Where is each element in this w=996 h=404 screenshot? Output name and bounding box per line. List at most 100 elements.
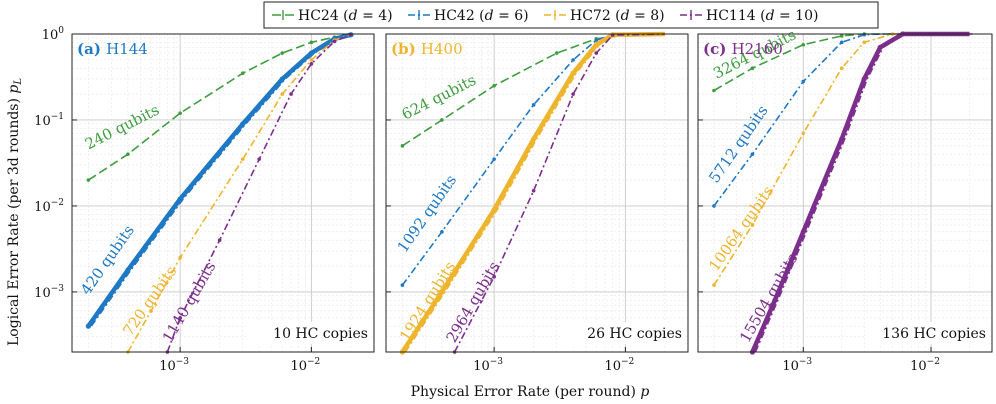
data-point <box>439 289 445 295</box>
data-point <box>492 157 496 161</box>
series-line <box>87 34 352 181</box>
x-tick-label: 10−3 <box>473 357 503 374</box>
data-point <box>862 40 867 45</box>
legend: HC24 (d = 4) HC42 (d = 6) HC72 (d = 8) HC11… <box>263 1 879 29</box>
series-line <box>86 32 352 328</box>
data-point <box>839 66 844 71</box>
data-point <box>279 76 285 82</box>
legend-entry-hc72: HC72 (d = 8) <box>544 8 665 24</box>
series-line <box>713 33 970 92</box>
data-point <box>332 39 337 44</box>
data-point <box>571 92 575 96</box>
data-point <box>400 283 405 287</box>
plot-frame <box>71 33 375 353</box>
legend-label: HC42 (d = 6) <box>434 8 529 24</box>
copies-box <box>866 322 990 344</box>
legend-box <box>263 1 879 29</box>
legend-entry-hc42: HC42 (d = 6) <box>408 8 529 24</box>
data-point <box>531 189 536 193</box>
x-tick-label: 10−3 <box>159 357 189 374</box>
data-point <box>877 44 883 50</box>
x-tick-label: 10−2 <box>910 357 940 374</box>
data-point <box>750 223 755 227</box>
data-point <box>178 315 182 320</box>
copies-box <box>562 322 686 344</box>
data-point <box>440 230 444 234</box>
y-tick-label: 10−1 <box>34 112 64 129</box>
data-point <box>839 34 844 38</box>
legend-entry-hc24: HC24 (d = 4) <box>272 8 393 24</box>
data-point <box>349 32 353 37</box>
data-point <box>308 50 314 56</box>
data-point <box>594 51 599 55</box>
data-point <box>712 283 716 287</box>
panel-title: (c) H2160 <box>703 40 783 58</box>
data-point <box>289 92 293 96</box>
data-point <box>750 66 755 71</box>
y-tick-label: 10−3 <box>34 284 64 301</box>
data-point <box>85 323 91 329</box>
data-point <box>280 92 285 96</box>
data-point <box>554 51 559 55</box>
data-point <box>178 255 182 260</box>
data-point <box>750 152 755 156</box>
copies-label: 136 HC copies <box>882 326 986 342</box>
plot-area <box>72 34 374 352</box>
data-point <box>178 111 182 115</box>
data-point <box>440 118 444 122</box>
series-line <box>750 31 970 353</box>
legend-label: HC24 (d = 4) <box>298 8 393 24</box>
data-point <box>280 51 285 55</box>
data-point <box>712 204 716 208</box>
panel-title: (b) H400 <box>391 40 463 58</box>
data-point <box>400 144 405 148</box>
legend-label: HC114 (d = 10) <box>706 8 818 24</box>
panel-title: (a) H144 <box>77 40 148 58</box>
data-point <box>801 42 806 47</box>
data-point <box>531 136 537 142</box>
data-point <box>492 274 496 279</box>
data-point <box>531 103 536 107</box>
data-point <box>839 136 845 142</box>
data-point <box>571 58 575 62</box>
x-tick-label: 10−2 <box>604 357 634 374</box>
data-point <box>240 71 245 75</box>
data-point <box>772 297 778 303</box>
data-point <box>594 38 599 42</box>
plot-area <box>698 34 992 352</box>
x-axis-label: Physical Error Rate (per round) p <box>411 384 650 400</box>
data-point <box>800 229 806 235</box>
y-tick-label: 10−2 <box>34 198 64 215</box>
plot-frame <box>697 33 993 353</box>
data-point <box>240 121 246 127</box>
data-point <box>491 207 497 213</box>
data-point <box>570 70 576 76</box>
plot-frame <box>385 33 689 353</box>
series-line <box>401 33 665 286</box>
data-point <box>492 83 496 88</box>
x-tick-label: 10−3 <box>782 357 812 374</box>
data-point <box>801 79 806 84</box>
data-point <box>240 157 245 161</box>
data-point <box>309 62 314 66</box>
data-point <box>257 157 261 161</box>
series-line <box>166 34 352 353</box>
copies-label: 26 HC copies <box>587 326 682 342</box>
x-tick-label: 10−2 <box>290 357 320 374</box>
data-point <box>86 178 91 182</box>
data-point <box>217 238 222 242</box>
data-point <box>177 196 183 202</box>
y-axis-label: Logical Error Rate (per 3d rounds) pL <box>6 78 24 346</box>
data-point <box>839 40 844 45</box>
copies-box <box>248 322 372 344</box>
series-line <box>400 31 665 354</box>
legend-entry-hc114: HC114 (d = 10) <box>680 8 818 24</box>
data-point <box>125 267 131 273</box>
data-point <box>801 131 806 136</box>
series-line <box>127 34 352 353</box>
data-point <box>309 58 314 62</box>
